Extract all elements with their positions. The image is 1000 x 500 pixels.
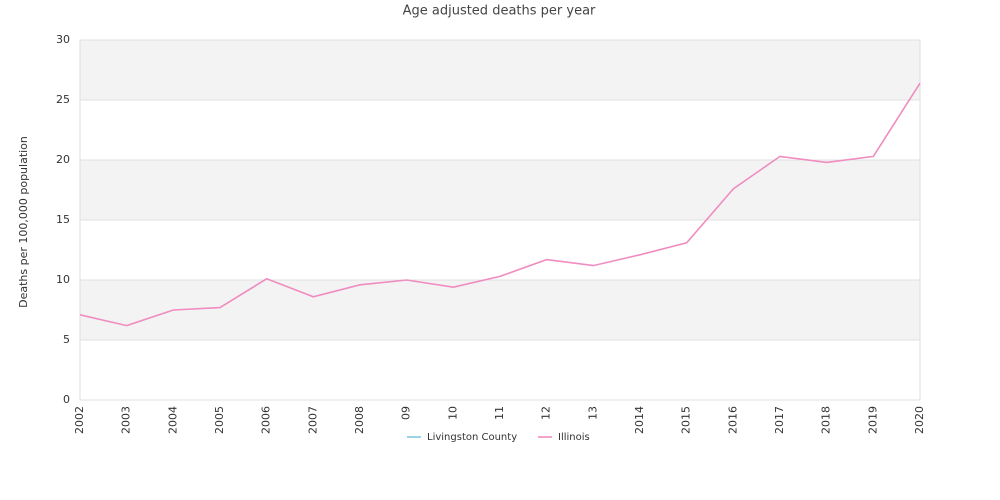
y-tick-label: 10 <box>56 273 70 286</box>
x-tick-label: 09 <box>400 406 413 420</box>
chart-title: Age adjusted deaths per year <box>403 4 596 19</box>
y-tick-label: 0 <box>63 393 70 406</box>
x-tick-label: 2007 <box>306 406 319 434</box>
series-line <box>79 82 921 327</box>
y-tick-label: 20 <box>56 153 70 166</box>
x-tick-label: 13 <box>586 406 599 420</box>
x-tick-label: 2006 <box>260 406 273 434</box>
legend-label: Livingston County <box>427 432 517 443</box>
x-tick-label: 2002 <box>73 406 86 434</box>
grid-band <box>80 160 920 220</box>
grid-band <box>80 40 920 100</box>
x-tick-label: 2008 <box>353 406 366 434</box>
y-tick-label: 30 <box>56 33 70 46</box>
x-tick-label: 2016 <box>726 406 739 434</box>
x-tick-label: 10 <box>446 406 459 420</box>
y-tick-label: 5 <box>63 333 70 346</box>
x-tick-label: 2019 <box>866 406 879 434</box>
legend-label: Illinois <box>558 432 590 443</box>
grid-band <box>80 280 920 340</box>
x-tick-label: 2004 <box>166 406 179 434</box>
x-tick-label: 12 <box>540 406 553 420</box>
x-tick-label: 2020 <box>913 406 926 434</box>
y-tick-label: 25 <box>56 93 70 106</box>
x-tick-label: 2014 <box>633 406 646 434</box>
x-tick-label: 2015 <box>680 406 693 434</box>
y-tick-label: 15 <box>56 213 70 226</box>
x-tick-label: 2017 <box>773 406 786 434</box>
y-axis-label: Deaths per 100,000 population <box>17 136 30 308</box>
x-tick-label: 2005 <box>213 406 226 434</box>
x-tick-label: 2003 <box>120 406 133 434</box>
x-tick-label: 2018 <box>820 406 833 434</box>
x-tick-label: 11 <box>493 406 506 420</box>
